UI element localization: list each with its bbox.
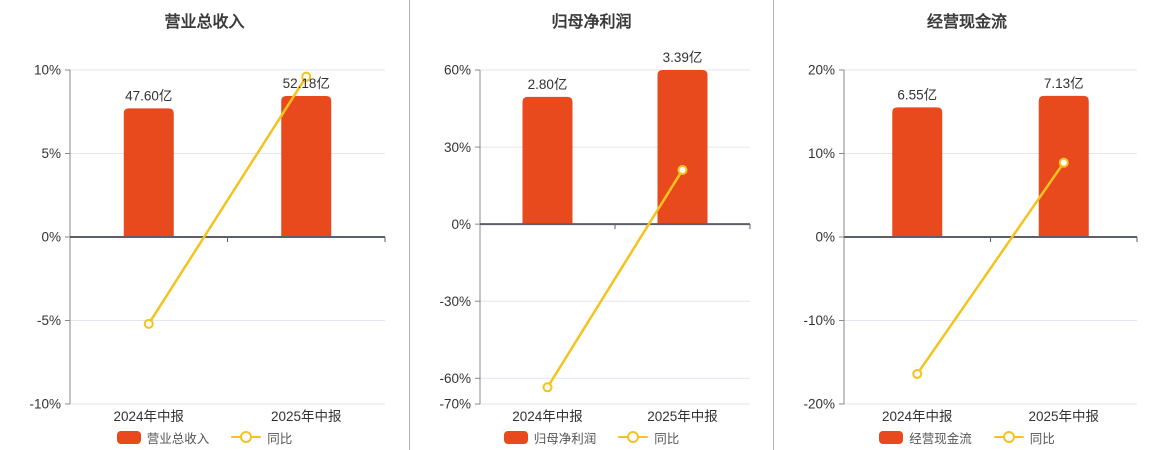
legend-line-label: 同比 <box>267 431 293 446</box>
x-category-label: 2025年中报 <box>1028 409 1099 424</box>
yoy-point-2025年中报[interactable] <box>677 164 688 175</box>
chart-canvas-revenue[interactable]: 47.60亿 52.18亿 10% 5% 0% -5% -10% 2024年中报 2025年中报 <box>0 50 409 430</box>
bar-value-label: 6.55亿 <box>897 87 937 102</box>
legend-item-line-series[interactable]: 同比 <box>618 428 679 447</box>
legend-line-label: 同比 <box>1029 431 1055 446</box>
bar-value-label: 2.80亿 <box>528 77 568 92</box>
bar-2024年中报[interactable] <box>892 107 943 238</box>
x-category-label: 2024年中报 <box>113 409 184 424</box>
y-tick-label: 5% <box>41 146 61 161</box>
x-category-label: 2024年中报 <box>512 409 583 424</box>
y-tick-label: 0% <box>41 230 61 245</box>
yoy-point-2025年中报[interactable] <box>301 71 312 82</box>
chart-legend: 归母净利润 同比 <box>410 428 773 447</box>
chart-legend: 经营现金流 同比 <box>774 428 1160 447</box>
yoy-point-2024年中报[interactable] <box>143 318 154 329</box>
y-tick-label: 0% <box>451 217 471 232</box>
legend-item-line-series[interactable]: 同比 <box>231 428 292 447</box>
y-tick-label: -20% <box>803 397 835 412</box>
y-tick-label: -10% <box>29 397 61 412</box>
bar-swatch-icon <box>503 430 528 444</box>
legend-bar-label: 经营现金流 <box>909 431 972 446</box>
line-marker-icon <box>993 431 1024 444</box>
bar-swatch-icon <box>879 430 904 444</box>
yoy-line[interactable] <box>147 75 308 326</box>
bar-2024年中报[interactable] <box>522 96 573 225</box>
yoy-point-2024年中报[interactable] <box>912 368 923 379</box>
legend-item-bar-series[interactable]: 归母净利润 <box>503 428 597 447</box>
bar-value-label: 47.60亿 <box>125 88 172 103</box>
yoy-point-2024年中报[interactable] <box>542 382 553 393</box>
chart-canvas-cash-flow[interactable]: 6.55亿 7.13亿 20% 10% 0% -10% -20% 2024年中报 2025年中报 <box>774 50 1160 430</box>
chart-panel-revenue: 营业总收入 47.60亿 52.18亿 10% 5% 0% -5% -10% 2024年中报 2… <box>0 0 409 450</box>
y-tick-label: 30% <box>444 140 471 155</box>
x-category-label: 2024年中报 <box>882 409 953 424</box>
x-category-label: 2025年中报 <box>647 409 718 424</box>
y-tick-label: 0% <box>815 230 835 245</box>
legend-item-bar-series[interactable]: 营业总收入 <box>116 428 210 447</box>
line-marker-icon <box>618 431 649 444</box>
y-tick-label: 10% <box>34 63 61 78</box>
yoy-line[interactable] <box>546 168 684 389</box>
yoy-point-2025年中报[interactable] <box>1058 157 1069 168</box>
yoy-line[interactable] <box>916 161 1065 376</box>
chart-legend: 营业总收入 同比 <box>0 428 409 447</box>
chart-title: 营业总收入 <box>164 14 245 31</box>
y-tick-label: 60% <box>444 63 471 78</box>
legend-item-bar-series[interactable]: 经营现金流 <box>879 428 972 447</box>
bar-swatch-icon <box>116 430 141 444</box>
legend-item-line-series[interactable]: 同比 <box>993 428 1055 447</box>
bar-2025年中报[interactable] <box>281 95 332 237</box>
y-tick-label: -60% <box>439 371 471 386</box>
chart-panel-cash-flow: 经营现金流 6.55亿 7.13亿 20% 10% 0% -10% -20% 2024年中报 2… <box>773 0 1160 450</box>
bar-2024年中报[interactable] <box>123 108 174 238</box>
legend-line-label: 同比 <box>654 431 680 446</box>
y-tick-label: 10% <box>808 146 835 161</box>
y-tick-label: -10% <box>803 313 835 328</box>
y-tick-label: 20% <box>808 63 835 78</box>
chart-canvas-net-profit[interactable]: 2.80亿 3.39亿 60% 30% 0% -30% -60% -70% 2024年中报 202… <box>410 50 774 430</box>
legend-bar-label: 归母净利润 <box>533 431 597 446</box>
bar-value-label: 7.13亿 <box>1044 76 1084 91</box>
x-category-label: 2025年中报 <box>271 409 342 424</box>
chart-panel-net-profit: 归母净利润 2.80亿 3.39亿 60% 30% 0% -30% -60% -70% 2024… <box>409 0 773 450</box>
line-marker-icon <box>231 431 262 444</box>
bar-value-label: 3.39亿 <box>663 50 703 65</box>
bar-2025年中报[interactable] <box>657 70 708 225</box>
y-tick-label: -5% <box>37 313 61 328</box>
legend-bar-label: 营业总收入 <box>146 431 210 446</box>
chart-title: 经营现金流 <box>926 14 1007 31</box>
bar-value-label: 52.18亿 <box>283 76 330 91</box>
chart-title: 归母净利润 <box>551 14 632 31</box>
y-tick-label: -30% <box>439 294 471 309</box>
y-tick-label: -70% <box>439 397 471 412</box>
